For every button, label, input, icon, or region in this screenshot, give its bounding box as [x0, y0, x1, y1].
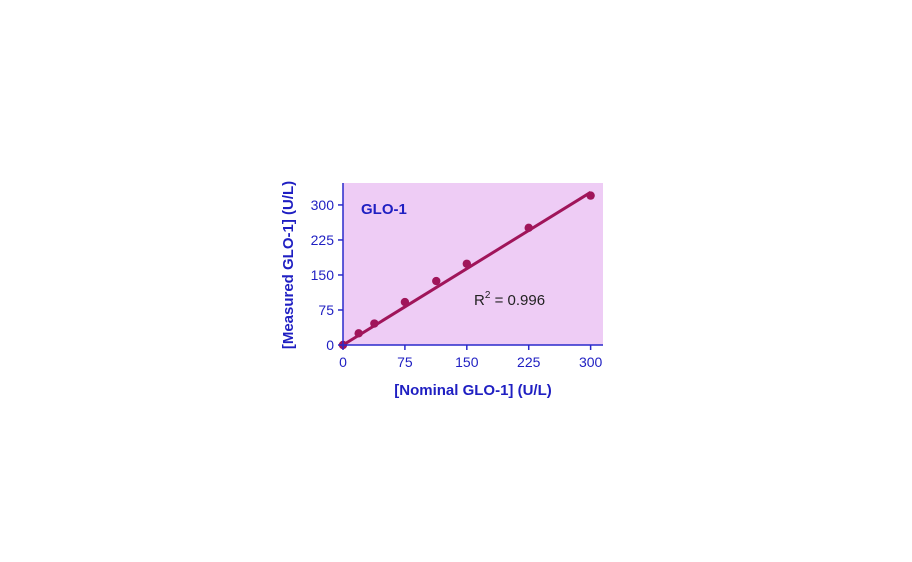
data-point-4 [432, 276, 441, 286]
chart-marks [338, 191, 595, 350]
fit-line [342, 191, 592, 347]
y-tick-label-2: 150 [311, 267, 335, 283]
y-tick-label-1: 75 [318, 302, 334, 318]
y-tick-label-3: 225 [311, 232, 335, 248]
x-tick-label-0: 0 [339, 354, 347, 370]
x-tick-label-3: 225 [517, 354, 541, 370]
y-axis-label: [Measured GLO-1] (U/L) [280, 181, 297, 349]
x-tick-label-1: 75 [397, 354, 413, 370]
y-tick-label-4: 300 [311, 197, 335, 213]
data-point-1 [354, 329, 363, 338]
x-tick-label-2: 150 [455, 354, 479, 370]
chart-axes: 0 75 150 225 300 0 75 150 225 300 [311, 183, 603, 370]
x-axis-label: [Nominal GLO-1] (U/L) [394, 382, 552, 399]
r-squared-superscript: 2 [485, 290, 491, 301]
data-point-7 [586, 191, 595, 200]
data-point-5 [462, 259, 472, 268]
r-squared-base: R [474, 292, 485, 309]
y-tick-label-0: 0 [326, 337, 334, 353]
data-point-3 [400, 297, 410, 307]
x-tick-label-4: 300 [579, 354, 603, 370]
r-squared-annotation: R2 = 0.996 [474, 290, 545, 309]
r-squared-value: = 0.996 [490, 292, 545, 309]
chart-title: GLO-1 [361, 201, 407, 218]
data-point-2 [370, 319, 379, 328]
data-point-6 [524, 223, 533, 233]
